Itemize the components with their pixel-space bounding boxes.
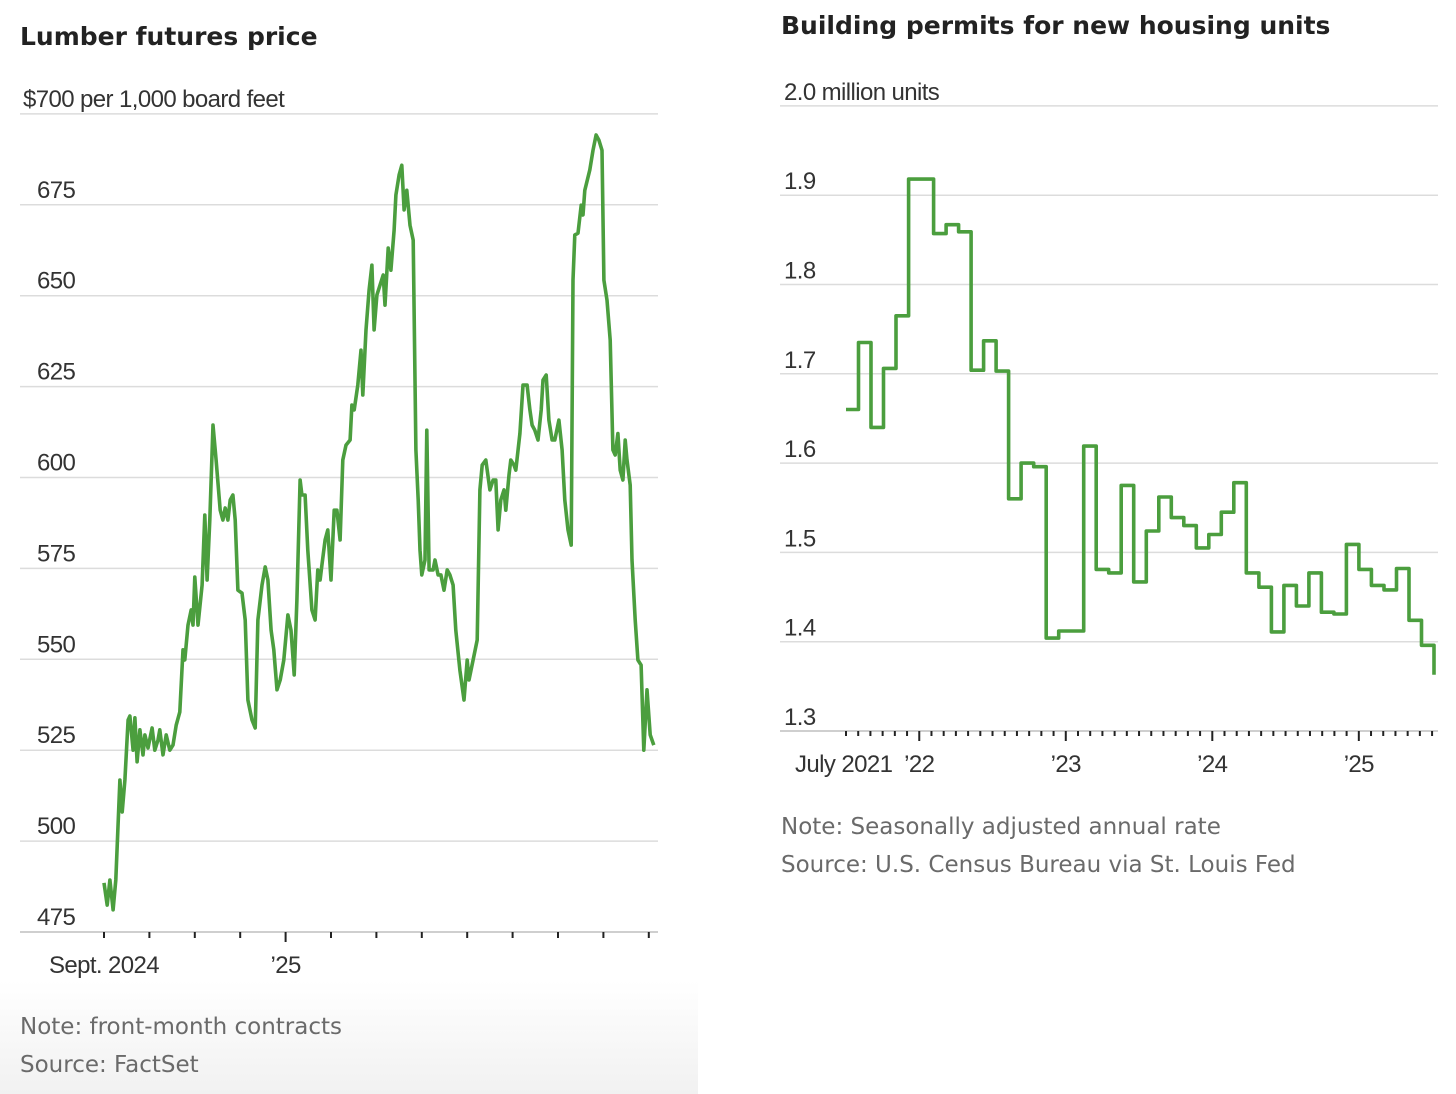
x-tick-label: ’25 [1344,751,1374,778]
x-ticks [845,731,1434,741]
permits-step-line [846,177,1436,675]
left-panel-fade [0,980,698,1094]
chart-source: Source: U.S. Census Bureau via St. Louis… [781,852,1296,878]
y-tick-label: 1.8 [784,258,816,285]
x-tick-label: July 2021 [795,751,893,778]
y-tick-labels: 2.0 million units 1.9 1.8 1.7 1.6 1.5 1.4 1.3 [784,79,940,731]
y-tick-label: 650 [37,268,75,295]
y-tick-label: 500 [37,813,75,840]
lumber-price-line [102,133,656,912]
chart-title: Lumber futures price [20,22,318,51]
lumber-chart: Lumber futures price $700 per 1,000 boar… [20,22,658,1078]
chart-note: Note: front-month contracts [20,1014,342,1040]
y-tick-label: 1.3 [784,704,816,731]
y-tick-label: 525 [37,722,75,749]
y-tick-label: 600 [37,450,75,477]
y-tick-labels: $700 per 1,000 board feet 675 650 625 600 575… [23,86,286,931]
x-tick-labels: Sept. 2024 ’25 [49,952,302,979]
y-tick-label: 575 [37,540,75,567]
y-tick-label: 1.9 [784,168,816,195]
chart-title: Building permits for new housing units [781,11,1330,40]
y-tick-label: 550 [37,631,75,658]
y-tick-label: 1.4 [784,615,816,642]
y-tick-label: 2.0 million units [784,79,940,106]
y-tick-label: 675 [37,177,75,204]
x-ticks [103,932,650,942]
x-tick-labels: July 2021 ’22 ’23 ’24 ’25 [795,751,1375,778]
x-tick-label: ’25 [270,952,300,979]
y-tick-label: 475 [37,904,75,931]
x-tick-label: ’22 [904,751,934,778]
x-tick-label: Sept. 2024 [49,952,159,979]
chart-source: Source: FactSet [20,1052,199,1078]
y-tick-label: 1.7 [784,347,816,374]
permits-chart: Building permits for new housing units 2… [780,11,1438,878]
x-tick-label: ’24 [1197,751,1227,778]
gridlines [780,105,1438,643]
y-tick-label: 1.5 [784,525,816,552]
chart-note: Note: Seasonally adjusted annual rate [781,814,1221,840]
y-tick-label: $700 per 1,000 board feet [23,86,285,113]
y-tick-label: 625 [37,359,75,386]
x-tick-label: ’23 [1051,751,1081,778]
y-tick-label: 1.6 [784,436,816,463]
